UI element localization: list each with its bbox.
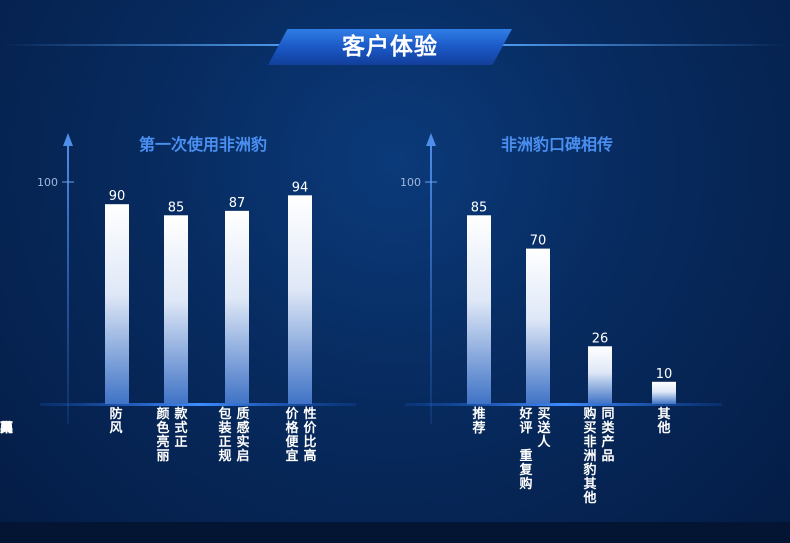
category-label: 防风 — [109, 406, 122, 436]
category-label: 性价比高 — [303, 406, 317, 464]
chart-title: 非洲豹口碑相传 — [501, 135, 613, 154]
bottom-strip — [0, 522, 790, 543]
bar — [588, 346, 612, 404]
category-label: 包装正规 — [217, 406, 231, 464]
category-label: 买送人 — [536, 407, 551, 450]
y-tick-label: 100 — [37, 176, 58, 189]
bar — [467, 215, 491, 404]
page-title: 客户体验 — [342, 34, 438, 60]
category-label: 推荐 — [471, 406, 485, 436]
data-label: 85 — [471, 200, 488, 215]
title-banner — [268, 29, 512, 65]
category-label: 好评 重复购 — [518, 406, 533, 492]
category-label: 抗雨 — [0, 406, 13, 436]
y-axis — [430, 142, 432, 424]
category-label: 质感实启 — [236, 406, 249, 464]
y-axis-arrow — [63, 133, 73, 146]
y-tick-label: 100 — [400, 176, 421, 189]
category-label: 同类产品 — [601, 407, 615, 464]
data-label: 85 — [168, 200, 185, 215]
category-label: 款式正 — [174, 406, 188, 450]
category-label: 价格便宜 — [285, 407, 299, 464]
y-axis-arrow — [426, 133, 436, 146]
category-label: 颜色亮丽 — [156, 406, 169, 464]
header-line-left — [0, 44, 300, 46]
data-label: 87 — [229, 196, 246, 211]
bar — [288, 195, 312, 404]
bar — [164, 215, 188, 404]
bar — [105, 204, 129, 404]
category-label: 他人 — [0, 406, 14, 436]
bar — [652, 381, 676, 404]
category-label: 给其 — [0, 406, 13, 436]
data-label: 90 — [109, 189, 126, 204]
data-label: 94 — [292, 180, 309, 195]
data-label: 10 — [656, 367, 673, 382]
bar — [526, 248, 550, 404]
category-label: 购买非洲豹其他 — [582, 406, 596, 506]
bar — [225, 210, 249, 404]
header-line-right — [490, 44, 790, 46]
data-label: 26 — [592, 331, 609, 346]
chart-title: 第一次使用非洲豹 — [139, 135, 267, 154]
baseline — [405, 403, 722, 406]
category-label: 其他 — [656, 406, 670, 436]
data-label: 70 — [530, 234, 547, 249]
baseline — [40, 403, 356, 406]
y-axis — [67, 142, 69, 424]
